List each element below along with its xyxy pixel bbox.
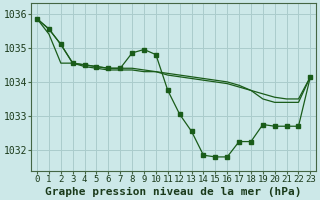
X-axis label: Graphe pression niveau de la mer (hPa): Graphe pression niveau de la mer (hPa) [45, 186, 302, 197]
